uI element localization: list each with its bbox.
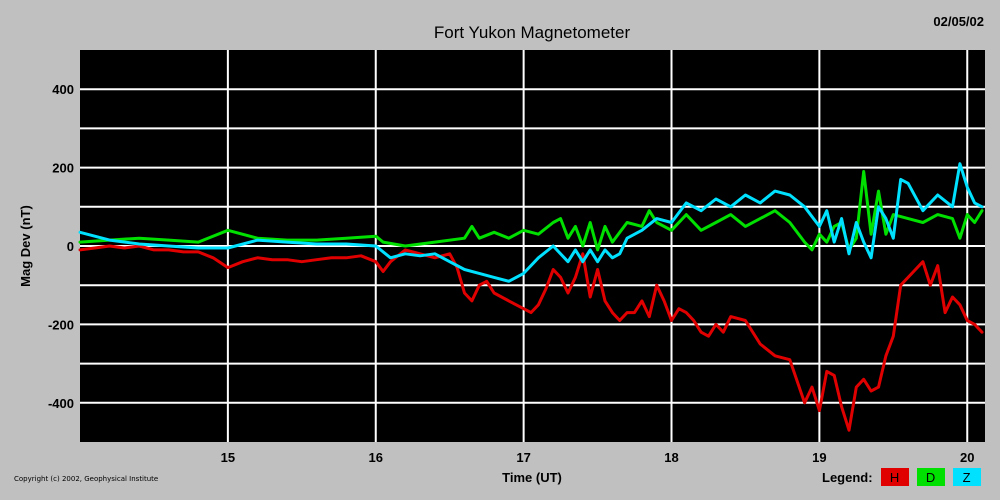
legend-item-z: Z bbox=[952, 468, 981, 486]
y-tick-label: 0 bbox=[67, 239, 74, 254]
series-line-d bbox=[78, 170, 984, 252]
series-layer bbox=[78, 162, 984, 432]
legend: Legend: H D Z bbox=[822, 466, 981, 488]
y-axis-label: Mag Dev (nT) bbox=[18, 205, 33, 287]
y-tick-label: 400 bbox=[52, 82, 74, 97]
x-tick-label: 17 bbox=[516, 450, 530, 465]
legend-item-d: D bbox=[916, 468, 945, 486]
legend-item-h: H bbox=[880, 468, 909, 486]
x-axis-label: Time (UT) bbox=[502, 470, 562, 485]
series-line-z bbox=[78, 162, 984, 283]
series-line-h bbox=[78, 244, 984, 432]
y-tick-label: -200 bbox=[48, 317, 74, 332]
date-label: 02/05/02 bbox=[933, 14, 984, 29]
x-tick-label: 18 bbox=[664, 450, 678, 465]
x-tick-label: 16 bbox=[369, 450, 383, 465]
x-axis-ticks: 15 16 17 18 19 20 bbox=[221, 450, 975, 465]
y-axis-ticks: -400 -200 0 200 400 bbox=[48, 82, 74, 411]
y-tick-label: -400 bbox=[48, 396, 74, 411]
copyright-notice: Copyright (c) 2002, Geophysical Institut… bbox=[14, 475, 159, 483]
chart-title: Fort Yukon Magnetometer bbox=[434, 23, 631, 42]
x-tick-label: 19 bbox=[812, 450, 826, 465]
x-tick-label: 15 bbox=[221, 450, 235, 465]
y-tick-label: 200 bbox=[52, 161, 74, 176]
legend-label: Legend: bbox=[822, 469, 873, 485]
x-tick-label: 20 bbox=[960, 450, 974, 465]
